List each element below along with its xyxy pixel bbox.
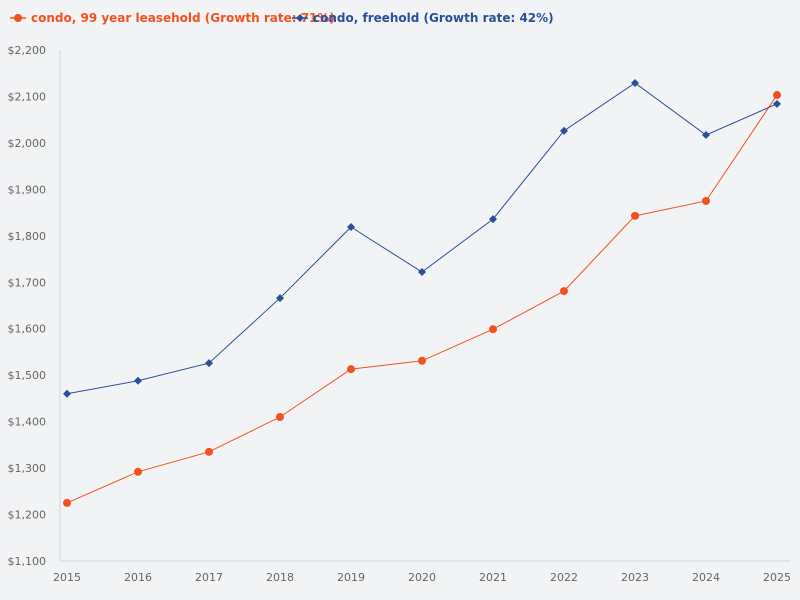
y-tick-label: $1,800 — [8, 230, 47, 243]
data-point[interactable] — [347, 365, 355, 374]
data-point[interactable] — [631, 78, 639, 87]
x-tick-label: 2022 — [550, 571, 578, 584]
y-tick-label: $1,500 — [8, 369, 47, 382]
y-tick-label: $1,600 — [8, 323, 47, 336]
data-point[interactable] — [418, 268, 426, 277]
y-tick-label: $2,100 — [8, 90, 47, 103]
y-tick-label: $1,700 — [8, 276, 47, 289]
data-point[interactable] — [560, 126, 568, 135]
y-tick-label: $2,200 — [8, 44, 47, 57]
data-point[interactable] — [276, 294, 284, 303]
diamond-marker-icon — [296, 14, 304, 22]
x-tick-label: 2020 — [408, 571, 436, 584]
legend: condo, 99 year leasehold (Growth rate: 7… — [10, 11, 554, 25]
series-line — [66, 94, 778, 504]
data-point[interactable] — [560, 287, 568, 296]
y-tick-label: $1,200 — [8, 509, 47, 522]
legend-item-leasehold[interactable]: condo, 99 year leasehold (Growth rate: 7… — [10, 11, 335, 25]
x-tick-label: 2024 — [692, 571, 720, 584]
data-point[interactable] — [63, 498, 71, 507]
data-point[interactable] — [702, 131, 710, 140]
x-tick-label: 2018 — [266, 571, 294, 584]
data-point[interactable] — [702, 196, 710, 205]
data-point[interactable] — [276, 412, 284, 421]
y-tick-label: $1,900 — [8, 183, 47, 196]
series-group — [63, 78, 781, 507]
x-tick-label: 2023 — [621, 571, 649, 584]
series-line — [66, 82, 778, 395]
data-point[interactable] — [205, 447, 213, 456]
circle-marker-icon — [14, 14, 22, 22]
x-tick-label: 2016 — [124, 571, 152, 584]
x-axis-ticks: 2015 2016 2017 2018 2019 2020 2021 2022 2023 2024… — [53, 571, 791, 584]
x-tick-label: 2021 — [479, 571, 507, 584]
data-point[interactable] — [489, 215, 497, 224]
legend-label-leasehold: condo, 99 year leasehold (Growth rate: 7… — [31, 11, 335, 25]
y-axis-ticks: $1,100 $1,200 $1,300 $1,400 $1,500 $1,600 $1,7… — [8, 44, 47, 568]
x-tick-label: 2017 — [195, 571, 223, 584]
data-point[interactable] — [418, 356, 426, 365]
data-point[interactable] — [63, 389, 71, 398]
data-point[interactable] — [347, 222, 355, 231]
data-point[interactable] — [205, 359, 213, 368]
series-1 — [63, 78, 781, 398]
data-point[interactable] — [134, 376, 142, 385]
series-0 — [63, 91, 781, 507]
legend-item-freehold[interactable]: condo, freehold (Growth rate: 42%) — [292, 11, 554, 25]
data-point[interactable] — [773, 91, 781, 100]
y-tick-label: $1,400 — [8, 416, 47, 429]
x-tick-label: 2015 — [53, 571, 81, 584]
y-tick-label: $1,300 — [8, 462, 47, 475]
x-tick-label: 2019 — [337, 571, 365, 584]
data-point[interactable] — [134, 467, 142, 476]
x-tick-label: 2025 — [763, 571, 791, 584]
legend-label-freehold: condo, freehold (Growth rate: 42%) — [313, 11, 554, 25]
data-point[interactable] — [489, 325, 497, 334]
data-point[interactable] — [631, 211, 639, 220]
y-tick-label: $1,100 — [8, 555, 47, 568]
y-tick-label: $2,000 — [8, 137, 47, 150]
data-point[interactable] — [773, 99, 781, 108]
